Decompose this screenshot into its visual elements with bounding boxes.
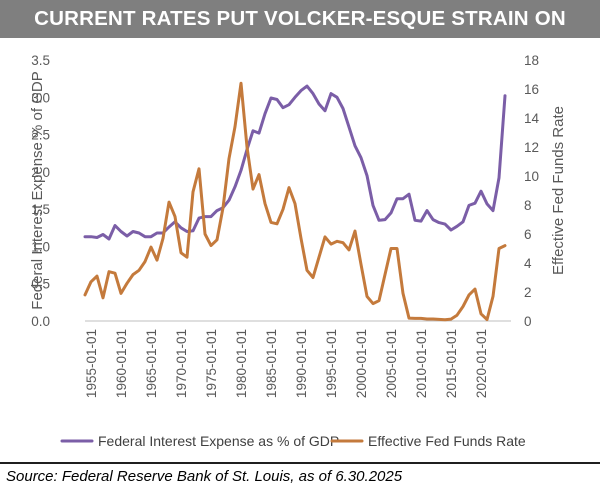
y-left-tick-label: 0.0 xyxy=(31,314,50,329)
legend-interest-expense-label: Federal Interest Expense as % of GDP xyxy=(98,433,339,449)
y-left-tick-label: 1.5 xyxy=(31,202,50,217)
y-right-tick-label: 14 xyxy=(524,111,540,126)
y-right-tick-label: 0 xyxy=(524,314,532,329)
chart-area: 0.0 0.5 1.0 1.5 2.0 2.5 3.0 3.5 0 2 4 6 8 10 12 14 16 18 1… xyxy=(29,53,567,449)
y-right-tick-label: 8 xyxy=(524,198,532,213)
y-left-tick-label: 0.5 xyxy=(31,277,50,292)
x-tick-label: 2000-01-01 xyxy=(354,329,369,398)
x-tick-label: 2010-01-01 xyxy=(414,329,429,398)
x-tick-label: 1960-01-01 xyxy=(114,329,129,398)
footer-divider xyxy=(0,462,600,464)
x-tick-label: 1955-01-01 xyxy=(84,329,99,398)
chart-title: CURRENT RATES PUT VOLCKER-ESQUE STRAIN O… xyxy=(34,7,566,68)
y-right-tick-label: 12 xyxy=(524,140,539,155)
title-banner: CURRENT RATES PUT VOLCKER-ESQUE STRAIN O… xyxy=(0,0,600,68)
x-tick-label: 1975-01-01 xyxy=(204,329,219,398)
y-right-tick-label: 18 xyxy=(524,53,539,68)
y-right-axis-title: Effective Fed Funds Rate xyxy=(550,106,567,275)
tick-labels: 0.0 0.5 1.0 1.5 2.0 2.5 3.0 3.5 0 2 4 6 8 10 12 14 16 18 1… xyxy=(29,53,567,398)
y-right-tick-label: 4 xyxy=(524,256,532,271)
x-tick-label: 2005-01-01 xyxy=(384,329,399,398)
y-left-tick-label: 2.5 xyxy=(31,128,50,143)
x-tick-label: 1985-01-01 xyxy=(264,329,279,398)
legend-fed-funds-label: Effective Fed Funds Rate xyxy=(368,433,526,449)
x-tick-label: 1965-01-01 xyxy=(144,329,159,398)
x-tick-label: 1990-01-01 xyxy=(294,329,309,398)
y-left-tick-label: 1.0 xyxy=(31,239,50,254)
x-tick-label: 1970-01-01 xyxy=(174,329,189,398)
y-right-tick-label: 16 xyxy=(524,82,539,97)
y-right-tick-label: 10 xyxy=(524,169,539,184)
x-tick-label: 2020-01-01 xyxy=(474,329,489,398)
interest-expense-line xyxy=(83,84,507,241)
source-note: Source: Federal Reserve Bank of St. Loui… xyxy=(6,468,403,485)
y-left-axis-title: Federal Interest Expense % of GDP xyxy=(29,71,46,309)
x-tick-label: 1995-01-01 xyxy=(324,329,339,398)
y-left-tick-label: 3.5 xyxy=(31,53,50,68)
x-tick-label: 2015-01-01 xyxy=(444,329,459,398)
y-right-tick-label: 2 xyxy=(524,285,532,300)
y-left-tick-label: 2.0 xyxy=(31,165,50,180)
fed-funds-line xyxy=(83,81,507,322)
y-right-tick-label: 6 xyxy=(524,227,532,242)
series-lines xyxy=(83,81,507,322)
y-left-tick-label: 3.0 xyxy=(31,90,50,105)
x-tick-label: 1980-01-01 xyxy=(234,329,249,398)
legend: Federal Interest Expense as % of GDP Effe… xyxy=(60,433,526,449)
